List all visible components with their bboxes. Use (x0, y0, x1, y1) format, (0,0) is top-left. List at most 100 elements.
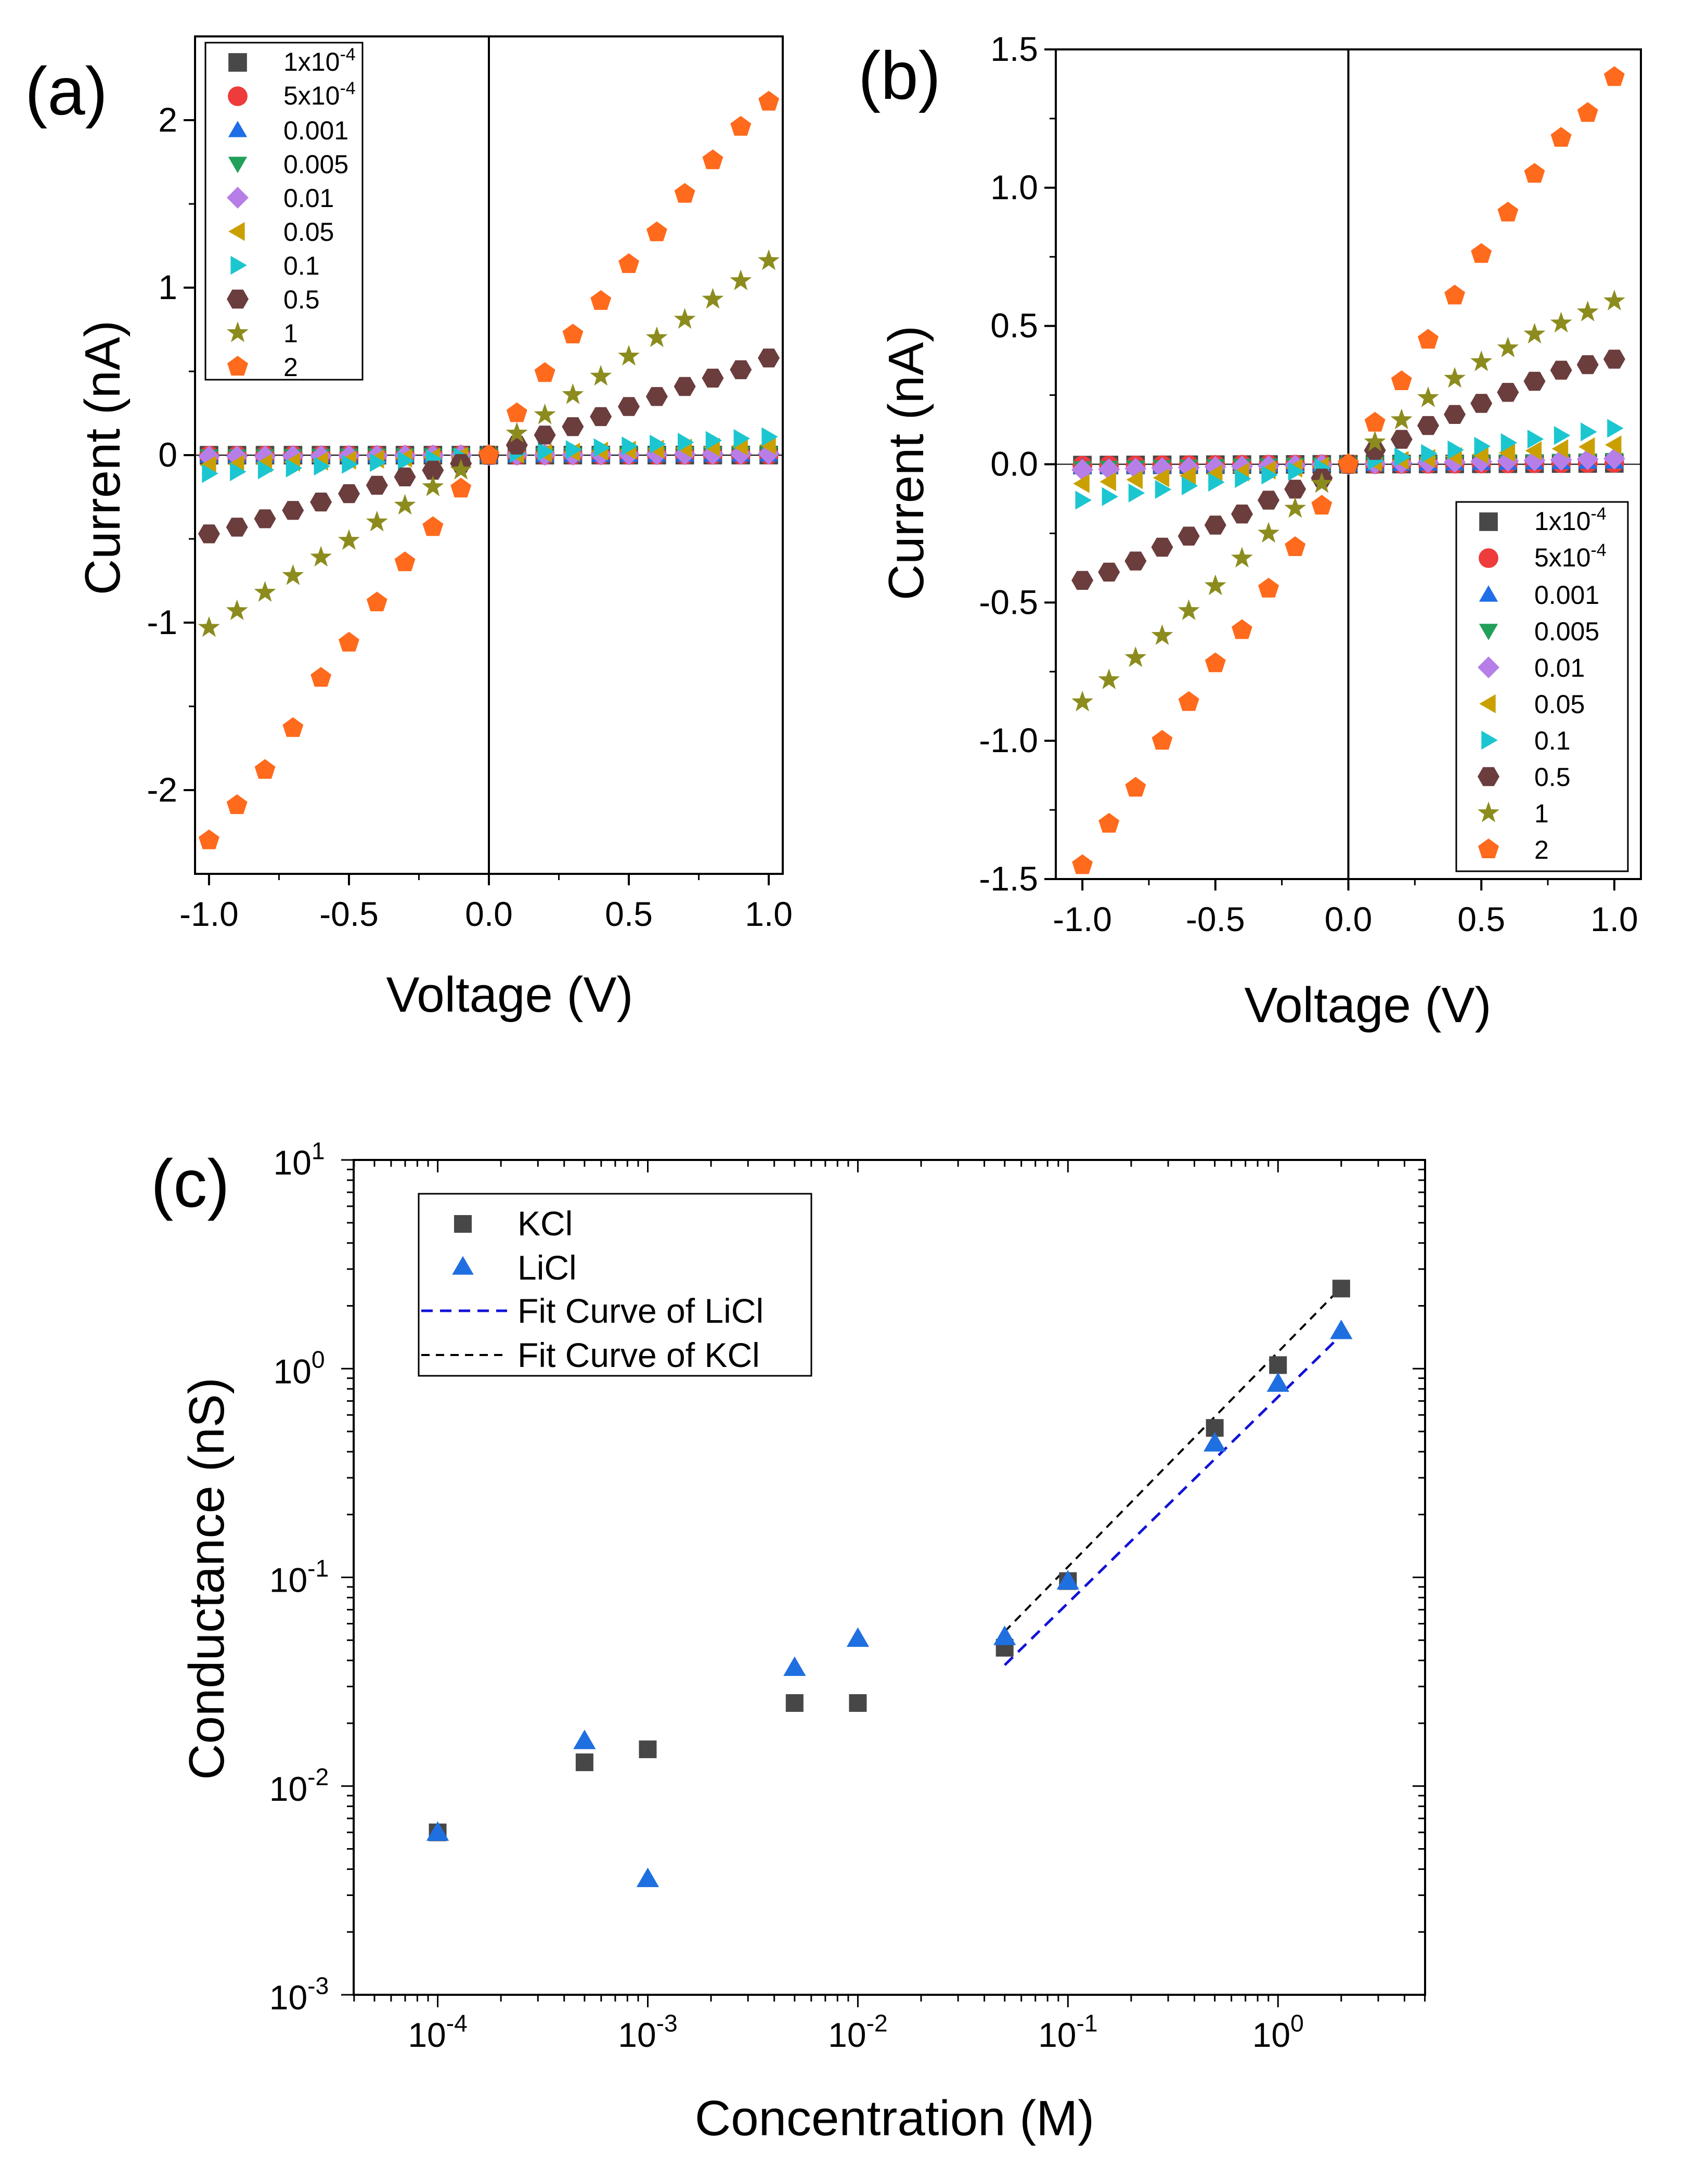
panel-a-x-axis-title: Voltage (V) (386, 967, 633, 1023)
panel-b-y-tick-label: 0.5 (990, 306, 1038, 345)
panel-b-legend-marker-2 (1478, 838, 1499, 858)
panel-b-point-2-19 (1577, 102, 1598, 122)
panel-b-point-0.05-18 (1551, 439, 1569, 458)
panel-b-legend-marker-0.05 (1479, 694, 1496, 714)
panel-c-point-licl-8 (1266, 1372, 1289, 1392)
panel-b-point-2-13 (1417, 329, 1439, 349)
panel-b-point-0.05-20 (1605, 435, 1622, 455)
panel-a-point-0.5-7 (394, 467, 416, 486)
panel-b-legend-label-0.5: 0.5 (1534, 763, 1571, 792)
panel-b-point-0.1-12 (1394, 447, 1411, 467)
panel-b-legend-marker-5x10^-4 (1479, 548, 1498, 568)
panel-b-iv-chart: (b) -1.0 -0.5 0.0 0.5 1.0-1.5-1.0-0.50.00.51… (858, 30, 1642, 1033)
panel-b-point-0.05-3 (1153, 468, 1170, 487)
panel-a-point-0.1-0 (202, 464, 218, 483)
panel-b-y-tick-label: -0.5 (979, 583, 1038, 621)
panel-c-legend-box (418, 1193, 812, 1377)
panel-a-point-2-2 (254, 759, 276, 779)
panel-c-y-tick-label: 100 (273, 1346, 325, 1391)
panel-a-point-0.1-2 (257, 460, 275, 480)
panel-a-y-tick-label: 1 (158, 268, 177, 306)
panel-a-legend-marker-0.001 (228, 121, 248, 137)
panel-b-legend-label-0.001: 0.001 (1534, 580, 1599, 610)
panel-b-point-1-18 (1550, 312, 1572, 333)
panel-a-point-1-2 (254, 581, 276, 602)
panel-a-point-0.5-17 (674, 377, 696, 396)
panel-b-legend: 1x10-4 5x10-4 0.001 0.005 0.01 0.05 0.1 0.5 1 2 (1455, 501, 1629, 872)
panel-a-point-1-3 (282, 564, 304, 585)
panel-c-point-licl-6 (1056, 1570, 1079, 1590)
panel-b-point-1-2 (1124, 646, 1147, 667)
panel-a-point-2-20 (758, 91, 780, 111)
panel-a-x-tick-label: -0.5 (319, 895, 379, 933)
panel-a-y-tick-label: 2 (158, 100, 177, 139)
panel-a-point-0.5-8 (422, 460, 444, 480)
panel-b-point-0.5-3 (1151, 537, 1173, 557)
panel-a-point-0.5-3 (282, 501, 304, 520)
panel-a-legend-marker-0.005 (228, 157, 248, 173)
panel-b-point-0.5-4 (1178, 526, 1200, 546)
panel-b-x-tick-label: 1.0 (1590, 900, 1638, 938)
panel-a-legend-marker-1 (227, 321, 249, 342)
panel-b-point-0.1-2 (1128, 483, 1145, 502)
panel-a-point-0.05-0 (200, 456, 216, 475)
panel-a-point-0.1-4 (314, 457, 330, 476)
panel-a-point-2-15 (618, 253, 639, 273)
panel-a-point-0.1-19 (733, 429, 751, 448)
panel-a-point-0.5-20 (758, 349, 780, 368)
panel-a-point-1-8 (422, 475, 444, 496)
panel-b-point-0.5-19 (1576, 355, 1599, 375)
panel-a-point-0.5-4 (310, 493, 332, 512)
panel-a-point-0.5-12 (534, 425, 556, 445)
panel-a-legend-label-1x10^-4: 1x10-4 (283, 45, 356, 76)
panel-a-point-0.5-13 (562, 417, 584, 436)
panel-b-point-0.1-13 (1421, 444, 1438, 463)
panel-b-x-tick-label: -1.0 (1053, 900, 1112, 938)
panel-b-series-0.5 (1071, 350, 1625, 590)
panel-b-y-tick-label: -1.0 (979, 721, 1038, 759)
panel-b-point-0.1-19 (1581, 422, 1597, 442)
panel-a-y-tick-label: -2 (147, 770, 177, 809)
panel-c-fit-line-licl (1003, 1334, 1342, 1666)
panel-a-point-0.1-5 (342, 455, 358, 474)
panel-b-point-0.05-17 (1525, 441, 1542, 460)
panel-a-point-0.1-3 (286, 458, 303, 478)
panel-a-point-2-19 (730, 115, 752, 136)
panel-a-point-0.5-0 (198, 524, 220, 544)
panel-b-point-0.5-2 (1124, 551, 1147, 571)
panel-b-point-2-14 (1444, 285, 1465, 305)
panel-a-point-0.1-1 (230, 462, 247, 482)
panel-c-point-kcl-2 (639, 1740, 657, 1759)
panel-c-point-licl-1 (573, 1730, 596, 1749)
panel-a-point-2-16 (646, 221, 667, 241)
panel-b-point-1-14 (1444, 367, 1466, 388)
panel-a-iv-chart: (a) -1.0 -0.5 0.0 0.5 1.0 -2 -1 0 1 2 Voltage (V)… (25, 35, 793, 1023)
panel-b-x-tick-label: 0.0 (1325, 900, 1373, 938)
panel-c-point-kcl-3 (785, 1694, 804, 1712)
panel-a-point-0.1-20 (761, 427, 778, 446)
panel-c-y-tick-label: 101 (273, 1137, 325, 1182)
panel-a-point-0.1-6 (370, 453, 386, 472)
panel-b-series-1 (1071, 289, 1625, 712)
panel-a-point-0.5-1 (226, 518, 248, 537)
panel-c-point-licl-5 (993, 1625, 1016, 1645)
panel-b-point-2-20 (1603, 66, 1625, 86)
panel-b-point-2-10 (1338, 453, 1359, 473)
panel-a-legend-label-1: 1 (283, 319, 298, 348)
panel-a-legend-marker-0.1 (230, 255, 247, 275)
panel-a-point-0.5-2 (254, 509, 276, 528)
panel-a-legend-marker-0.01 (227, 187, 249, 209)
panel-a-plot-area: -1.0 -0.5 0.0 0.5 1.0 -2 -1 0 1 2 (147, 35, 793, 933)
panel-b-point-2-6 (1232, 619, 1252, 639)
panel-b-y-tick-label: 1.5 (990, 30, 1038, 68)
panel-b-point-1-7 (1258, 522, 1280, 543)
panel-b-point-0.5-5 (1204, 515, 1226, 535)
panel-c-point-kcl-9 (1332, 1280, 1350, 1298)
panel-b-point-1-6 (1231, 547, 1253, 568)
panel-b-legend-label-2: 2 (1534, 835, 1549, 864)
panel-b-point-0.1-18 (1554, 426, 1571, 445)
panel-b-point-1-19 (1576, 301, 1599, 321)
panel-c-legend-label-licl-fit: Fit Curve of LiCl (517, 1292, 764, 1330)
panel-c-label: (c) (151, 1145, 230, 1221)
